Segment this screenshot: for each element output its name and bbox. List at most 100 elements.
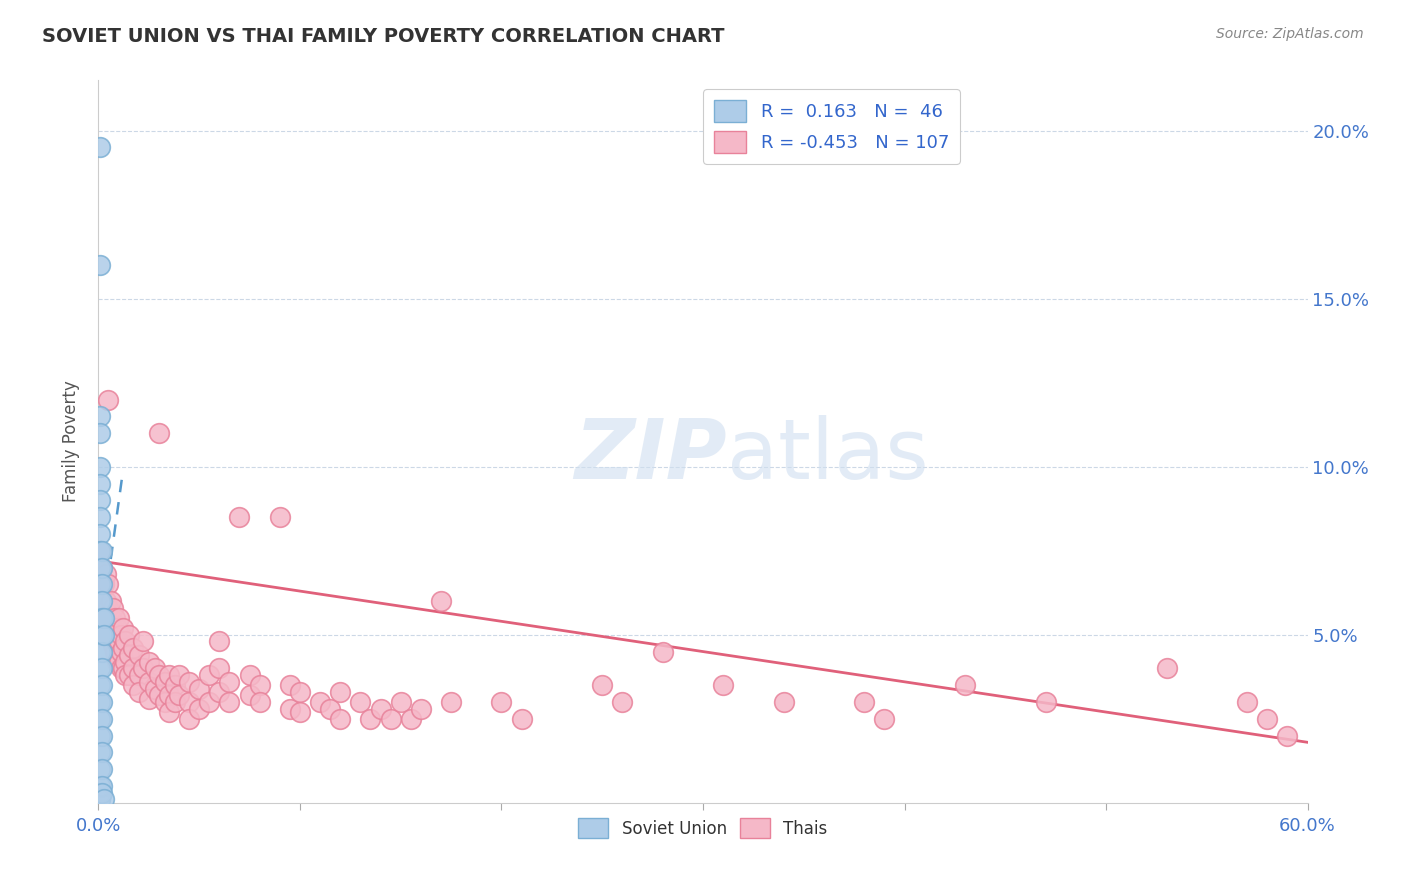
Point (100, 594, 122, 608)
Point (198, 695, 221, 709)
Point (105, 621, 128, 635)
Point (148, 688, 170, 702)
Point (100, 628, 122, 642)
Point (91, 594, 114, 608)
Point (107, 634, 129, 648)
Point (288, 705, 311, 719)
Point (96, 567, 118, 582)
Point (89, 611, 111, 625)
Point (91, 779, 114, 793)
Point (89, 493, 111, 508)
Point (249, 678, 271, 692)
Point (1156, 661, 1178, 675)
Point (89, 409, 111, 424)
Point (128, 685, 150, 699)
Point (128, 648, 150, 662)
Point (239, 668, 262, 682)
Point (89, 695, 111, 709)
Point (163, 695, 186, 709)
Point (132, 661, 155, 675)
Point (218, 674, 240, 689)
Point (91, 594, 114, 608)
Point (651, 644, 673, 658)
Point (349, 695, 371, 709)
Point (389, 695, 412, 709)
Point (711, 678, 734, 692)
Point (329, 685, 352, 699)
Point (853, 695, 876, 709)
Point (91, 762, 114, 776)
Point (111, 661, 134, 675)
Point (319, 702, 342, 716)
Point (91, 695, 114, 709)
Point (111, 621, 134, 635)
Point (93, 611, 115, 625)
Point (1035, 695, 1057, 709)
Point (208, 685, 231, 699)
Point (89, 560, 111, 574)
Point (1256, 712, 1278, 726)
Point (153, 674, 176, 689)
Point (89, 543, 111, 558)
Point (89, 786, 111, 800)
Point (101, 600, 124, 615)
Text: ZIP: ZIP (575, 416, 727, 497)
Point (89, 628, 111, 642)
Point (114, 634, 136, 648)
Point (440, 695, 463, 709)
Point (772, 695, 794, 709)
Point (97, 600, 120, 615)
Point (89, 594, 111, 608)
Point (114, 668, 136, 682)
Point (89, 779, 111, 793)
Point (188, 681, 211, 696)
Point (118, 648, 141, 662)
Text: Source: ZipAtlas.com: Source: ZipAtlas.com (1216, 27, 1364, 41)
Point (89, 611, 111, 625)
Point (97, 577, 120, 591)
Point (218, 695, 240, 709)
Point (91, 786, 114, 800)
Point (89, 661, 111, 675)
Point (138, 691, 160, 706)
Point (105, 655, 128, 669)
Point (103, 644, 125, 658)
Point (143, 661, 166, 675)
Point (91, 745, 114, 759)
Point (167, 668, 190, 682)
Point (89, 426, 111, 441)
Point (138, 655, 160, 669)
Point (167, 688, 190, 702)
Point (101, 621, 124, 635)
Point (89, 678, 111, 692)
Point (110, 644, 132, 658)
Point (107, 611, 129, 625)
Point (89, 792, 111, 806)
Point (121, 678, 143, 692)
Point (148, 668, 170, 682)
Point (103, 611, 125, 625)
Point (1277, 729, 1299, 743)
Point (370, 702, 392, 716)
Point (309, 695, 332, 709)
Point (97, 392, 120, 407)
Point (329, 712, 352, 726)
Point (111, 641, 134, 656)
Point (89, 792, 111, 806)
Point (1236, 695, 1258, 709)
Point (91, 611, 114, 625)
Point (591, 678, 613, 692)
Point (107, 655, 129, 669)
Point (89, 476, 111, 491)
Point (188, 702, 211, 716)
Point (114, 655, 136, 669)
Point (89, 644, 111, 658)
Text: SOVIET UNION VS THAI FAMILY POVERTY CORRELATION CHART: SOVIET UNION VS THAI FAMILY POVERTY CORR… (42, 27, 724, 45)
Point (89, 762, 111, 776)
Point (121, 641, 143, 656)
Y-axis label: Family Poverty: Family Poverty (62, 381, 80, 502)
Point (93, 628, 115, 642)
Point (121, 661, 143, 675)
Point (953, 678, 976, 692)
Point (208, 661, 231, 675)
